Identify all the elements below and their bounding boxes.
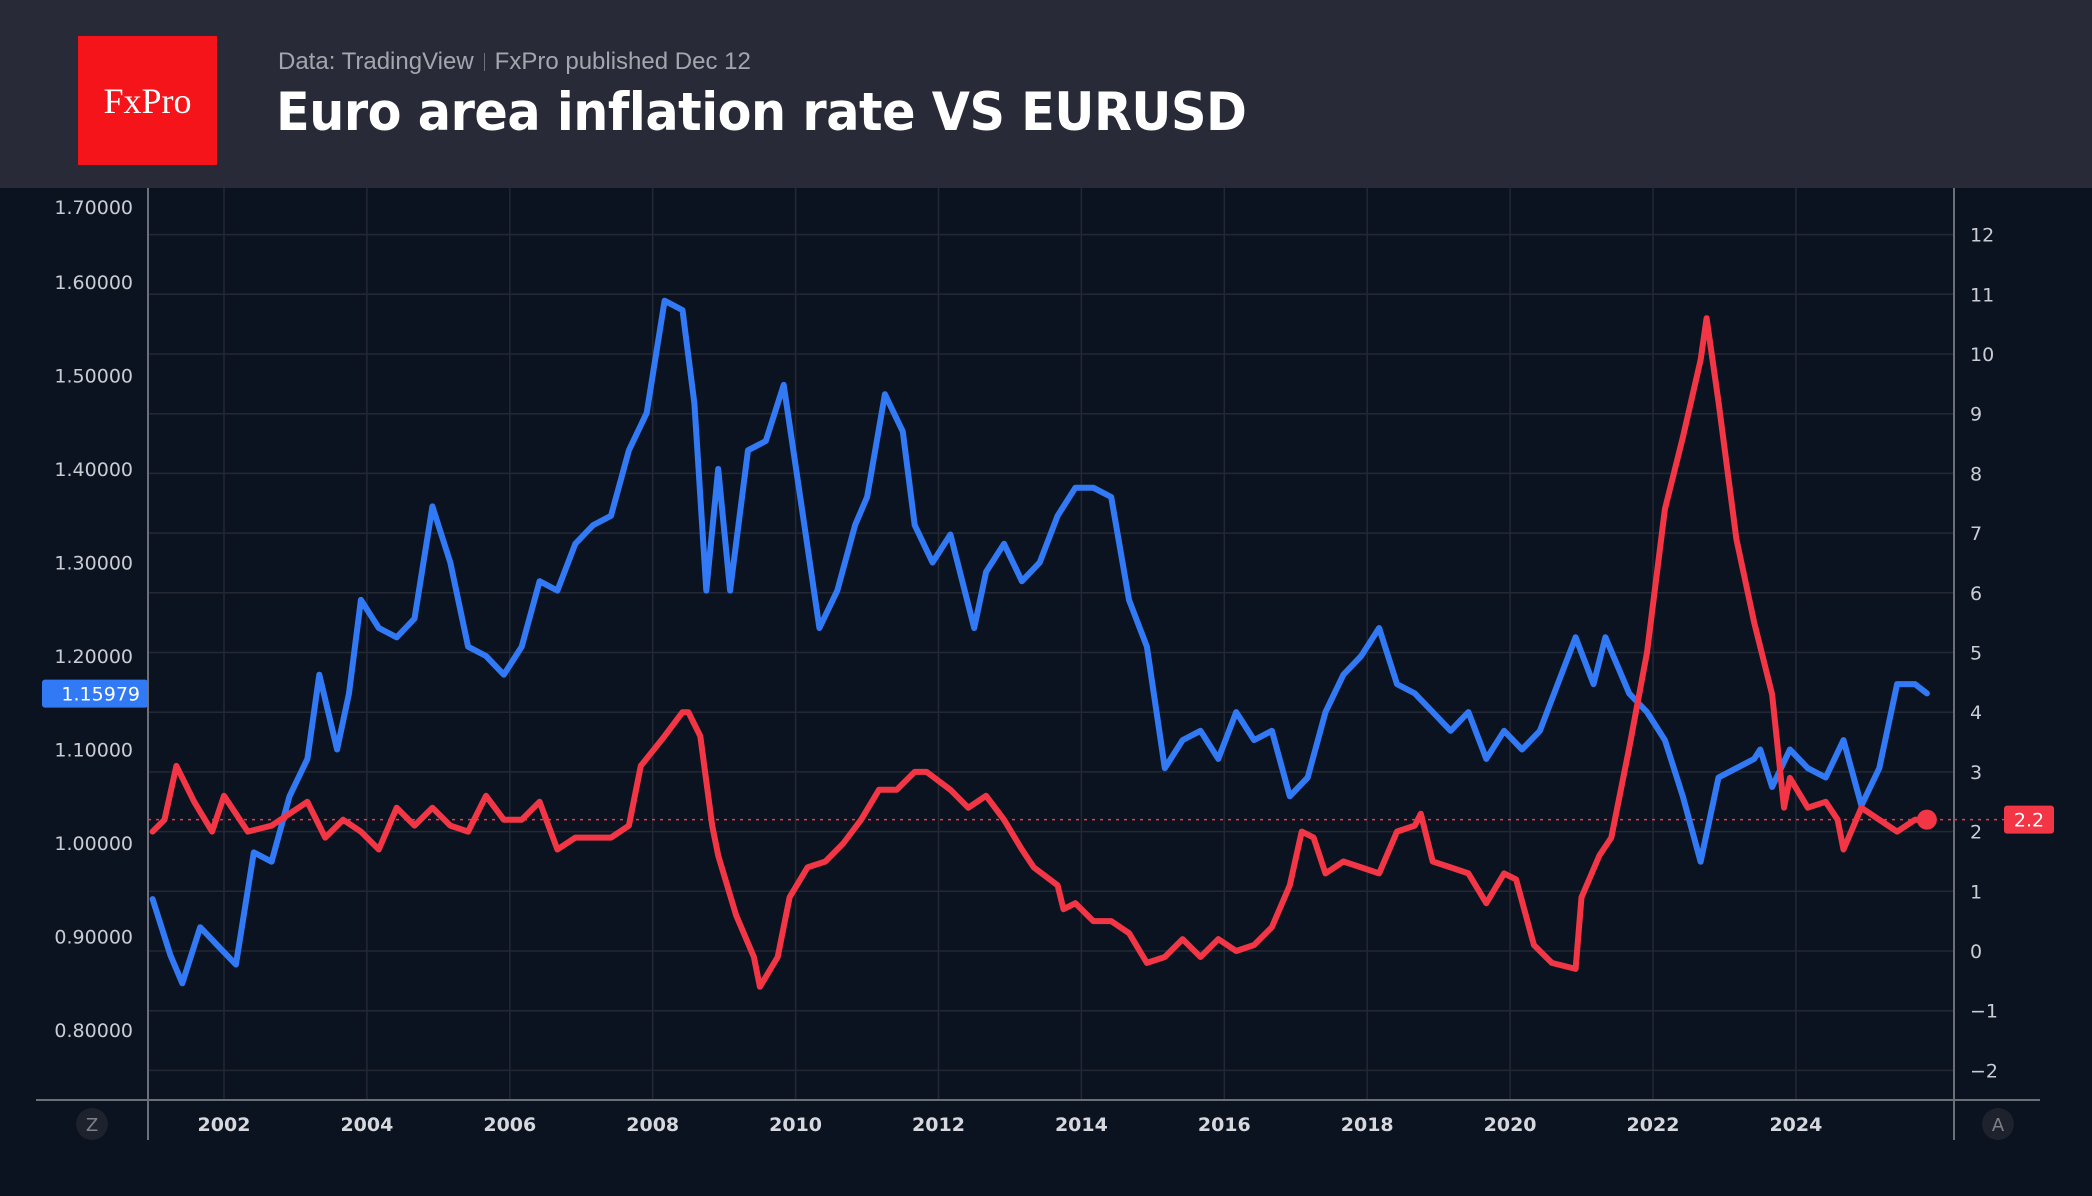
x-axis-tick: 2024	[1769, 1114, 1822, 1136]
right-axis-tick: 4	[1970, 702, 1982, 724]
x-axis-tick: 2012	[912, 1114, 965, 1136]
x-axis-tick: 2022	[1627, 1114, 1680, 1136]
left-axis-tick: 1.40000	[54, 459, 133, 481]
right-axis-tick: 12	[1970, 225, 1994, 247]
right-axis-tick: 10	[1970, 344, 1994, 366]
right-axis-tick: 5	[1970, 643, 1982, 665]
right-axis-tick: 8	[1970, 463, 1982, 485]
inflation-last-point	[1916, 809, 1937, 830]
right-axis-tick: 6	[1970, 583, 1982, 605]
header: FxPro Data: TradingView FxPro published D…	[0, 0, 2092, 188]
x-axis-tick: 2002	[198, 1114, 251, 1136]
right-axis-tick: −2	[1970, 1060, 1998, 1082]
right-axis-tick: 2	[1970, 822, 1982, 844]
left-scale-button-label[interactable]: Z	[86, 1115, 98, 1136]
right-scale-button[interactable]	[1982, 1108, 2014, 1140]
left-scale-button[interactable]	[76, 1108, 108, 1140]
x-axis-tick: 2014	[1055, 1114, 1108, 1136]
left-axis-tick: 0.90000	[54, 927, 133, 949]
subtitle: Data: TradingView FxPro published Dec 12	[278, 48, 751, 76]
x-axis-tick: 2018	[1341, 1114, 1394, 1136]
right-axis-tick: 0	[1970, 941, 1982, 963]
inflation-value-label: 2.2	[2014, 810, 2044, 832]
right-axis-tick: 11	[1970, 284, 1994, 306]
eurusd-line	[149, 297, 1930, 987]
left-axis-tick: 1.50000	[54, 366, 133, 388]
left-axis-tick: 1.10000	[54, 740, 133, 762]
left-axis-tick: 1.20000	[54, 646, 133, 668]
right-axis-tick: −1	[1970, 1001, 1998, 1023]
data-source: Data: TradingView	[278, 48, 474, 75]
x-axis-tick: 2010	[769, 1114, 822, 1136]
page-title: Euro area inflation rate VS EURUSD	[276, 82, 1247, 143]
left-axis-tick: 1.60000	[54, 272, 133, 294]
fxpro-logo: FxPro	[78, 36, 217, 165]
left-axis-tick: 1.70000	[54, 197, 133, 219]
x-axis-tick: 2016	[1198, 1114, 1251, 1136]
eurusd-price-badge	[42, 679, 148, 708]
x-axis-tick: 2006	[483, 1114, 536, 1136]
right-axis-tick: 7	[1970, 523, 1982, 545]
x-axis-tick: 2008	[626, 1114, 679, 1136]
left-axis-tick: 1.00000	[54, 833, 133, 855]
right-axis-tick: 3	[1970, 762, 1982, 784]
right-axis-tick: 1	[1970, 881, 1982, 903]
right-axis-tick: 9	[1970, 404, 1982, 426]
published-date: FxPro published Dec 12	[494, 48, 751, 75]
left-axis-tick: 0.80000	[54, 1020, 133, 1042]
inflation-value-badge	[2004, 805, 2054, 834]
inflation-line	[149, 315, 1930, 990]
right-scale-button-label[interactable]: A	[1992, 1115, 2005, 1136]
logo-text: FxPro	[103, 80, 192, 121]
x-axis-tick: 2020	[1484, 1114, 1537, 1136]
x-axis-tick: 2004	[340, 1114, 393, 1136]
separator	[483, 53, 485, 71]
left-axis-tick: 1.30000	[54, 553, 133, 575]
eurusd-price-label: 1.15979	[61, 684, 140, 706]
